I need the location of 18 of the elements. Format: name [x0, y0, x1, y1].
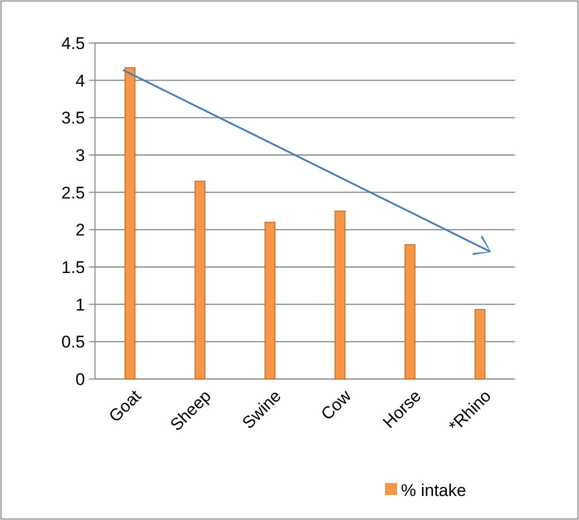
bar	[334, 210, 346, 380]
y-tick-label: 3.5	[61, 108, 85, 128]
bar	[264, 222, 276, 380]
y-tick-label: 0.5	[61, 332, 85, 352]
bar	[124, 67, 136, 380]
y-tick-label: 1	[76, 295, 85, 314]
y-tick-label: 1.5	[61, 258, 85, 277]
y-tick-label: 3	[76, 146, 85, 165]
y-tick-label: 4.5	[61, 34, 85, 53]
bar	[194, 180, 206, 380]
bar	[474, 309, 486, 380]
bar	[404, 244, 416, 380]
y-tick-label: 2	[76, 220, 85, 240]
legend-label: % intake	[401, 480, 466, 500]
y-tick-label: 0	[76, 370, 85, 389]
y-tick-label: 2.5	[61, 183, 85, 202]
y-tick-label: 4	[76, 71, 85, 90]
x-tick-label: Cow	[317, 386, 356, 424]
